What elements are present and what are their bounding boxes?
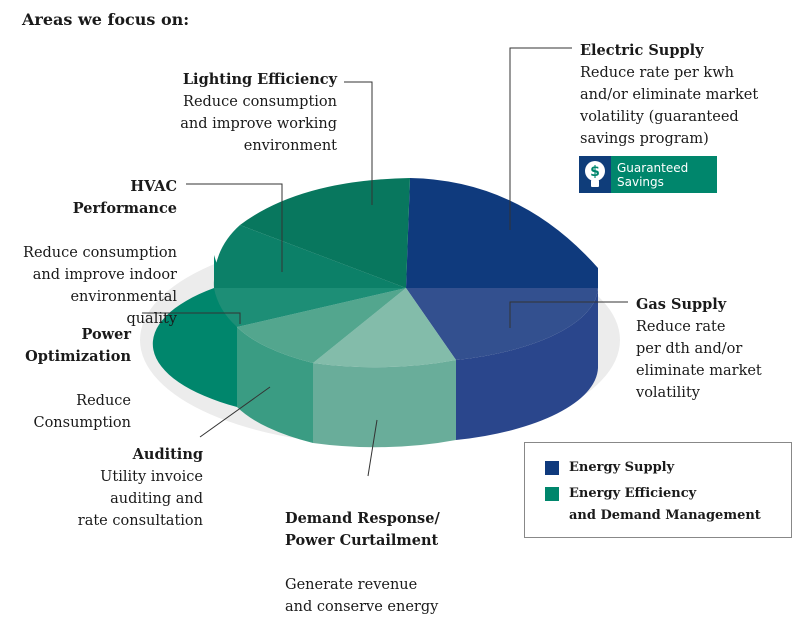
svg-text:$: $ xyxy=(590,164,600,180)
leader-hvac xyxy=(186,183,283,272)
callout-body: Reduce Consumption xyxy=(33,393,131,431)
callout-gas-supply: Gas Supply Reduce rate per dth and/or el… xyxy=(636,294,762,404)
callout-title: HVAC Performance xyxy=(72,178,177,217)
callout-lighting-efficiency: Lighting Efficiency Reduce consumption a… xyxy=(137,69,337,157)
page-heading: Areas we focus on: xyxy=(22,10,190,29)
legend-swatch xyxy=(545,487,559,501)
callout-auditing: Auditing Utility invoice auditing and ra… xyxy=(23,444,203,532)
leader-lighting xyxy=(344,81,373,205)
callout-body: Reduce consumption and improve indoor en… xyxy=(23,245,177,327)
legend-item-energy-supply: Energy Supply xyxy=(545,457,674,479)
slice-power-optimization xyxy=(214,288,406,327)
lightbulb-dollar-icon: $ xyxy=(579,156,611,193)
side-demand-response xyxy=(313,360,456,448)
leader-demand xyxy=(367,419,378,477)
leader-gas xyxy=(509,301,628,328)
slice-hvac-performance xyxy=(213,225,406,288)
pie-diagram xyxy=(140,47,628,477)
side-gas-supply xyxy=(456,288,598,440)
slice-demand-response xyxy=(313,288,456,368)
callout-title: Auditing xyxy=(132,446,203,463)
callout-title: Demand Response/ Power Curtailment xyxy=(285,510,440,549)
side-auditing xyxy=(237,327,313,443)
callout-body: Reduce consumption and improve working e… xyxy=(180,94,337,154)
callout-body: Reduce rate per dth and/or eliminate mar… xyxy=(636,319,762,401)
callout-demand-response: Demand Response/ Power Curtailment Gener… xyxy=(285,486,440,640)
callout-electric-supply: Electric Supply Reduce rate per kwh and/… xyxy=(580,40,758,150)
legend-label: Energy Supply xyxy=(569,460,675,475)
slice-electric-supply xyxy=(406,178,598,288)
legend-item-energy-efficiency: Energy Efficiency and Demand Management xyxy=(545,483,761,527)
callout-body: Utility invoice auditing and rate consul… xyxy=(77,469,203,529)
callout-body: Reduce rate per kwh and/or eliminate mar… xyxy=(580,65,759,147)
leader-electric xyxy=(509,47,572,230)
callout-title: Lighting Efficiency xyxy=(182,71,337,88)
leader-power xyxy=(142,312,241,324)
slice-auditing xyxy=(237,288,406,363)
legend-label: Energy Efficiency and Demand Management xyxy=(569,486,761,523)
guaranteed-savings-badge: $ Guaranteed Savings xyxy=(579,156,717,193)
callout-body: Generate revenue and conserve energy xyxy=(285,577,439,615)
leader-auditing xyxy=(199,386,271,438)
callout-title: Power Optimization xyxy=(25,326,131,365)
badge-label: Guaranteed Savings xyxy=(617,160,689,189)
callout-power-optimization: Power Optimization Reduce Consumption xyxy=(1,302,131,456)
callout-title: Gas Supply xyxy=(636,296,727,313)
slice-gas-supply xyxy=(406,288,598,360)
legend-swatch xyxy=(545,461,559,475)
callout-title: Electric Supply xyxy=(580,42,704,59)
callout-hvac-performance: HVAC Performance Reduce consumption and … xyxy=(7,154,177,352)
legend: Energy Supply Energy Efficiency and Dema… xyxy=(524,442,792,538)
